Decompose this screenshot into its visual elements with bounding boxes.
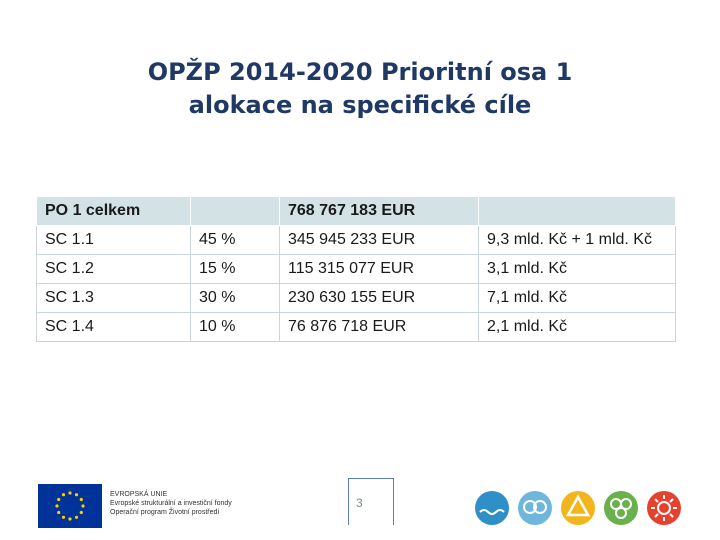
row-share: 15 % <box>190 254 280 284</box>
nature-icon <box>604 491 638 525</box>
eu-flag-logo <box>38 484 102 528</box>
title-line-1: OPŽP 2014-2020 Prioritní osa 1 <box>147 58 573 86</box>
row-czk: 9,3 mld. Kč + 1 mld. Kč <box>478 225 676 255</box>
page-number: 3 <box>356 496 363 510</box>
header-czk <box>478 196 676 226</box>
row-eur: 115 315 077 EUR <box>279 254 479 284</box>
opzp-priority-icons <box>475 491 681 525</box>
eu-text-line-2: Evropské strukturální a investiční fondy <box>110 500 232 507</box>
row-label: SC 1.3 <box>36 283 191 313</box>
row-eur: 345 945 233 EUR <box>279 225 479 255</box>
header-label: PO 1 celkem <box>36 196 191 226</box>
row-label: SC 1.1 <box>36 225 191 255</box>
slide-title: OPŽP 2014-2020 Prioritní osa 1 alokace n… <box>0 56 720 122</box>
row-czk: 2,1 mld. Kč <box>478 312 676 342</box>
allocation-table: PO 1 celkem 768 767 183 EUR SC 1.1 45 % … <box>36 196 676 342</box>
row-share: 45 % <box>190 225 280 255</box>
table-row: SC 1.3 30 % 230 630 155 EUR 7,1 mld. Kč <box>36 283 676 313</box>
title-line-2: alokace na specifické cíle <box>188 91 532 119</box>
row-eur: 230 630 155 EUR <box>279 283 479 313</box>
row-share: 30 % <box>190 283 280 313</box>
eu-text-line-3: Operační program Životní prostředí <box>110 509 220 516</box>
energy-icon <box>647 491 681 525</box>
page-number-frame <box>348 478 394 525</box>
header-eur: 768 767 183 EUR <box>279 196 479 226</box>
row-czk: 3,1 mld. Kč <box>478 254 676 284</box>
eu-logo-text: EVROPSKÁ UNIE Evropské strukturální a in… <box>110 490 232 517</box>
waste-icon <box>561 491 595 525</box>
eu-text-line-1: EVROPSKÁ UNIE <box>110 491 168 498</box>
row-czk: 7,1 mld. Kč <box>478 283 676 313</box>
header-share <box>190 196 280 226</box>
row-label: SC 1.2 <box>36 254 191 284</box>
table-header-row: PO 1 celkem 768 767 183 EUR <box>36 196 676 226</box>
water-icon <box>475 491 509 525</box>
table-row: SC 1.1 45 % 345 945 233 EUR 9,3 mld. Kč … <box>36 225 676 255</box>
row-share: 10 % <box>190 312 280 342</box>
table-row: SC 1.2 15 % 115 315 077 EUR 3,1 mld. Kč <box>36 254 676 284</box>
air-icon <box>518 491 552 525</box>
table-row: SC 1.4 10 % 76 876 718 EUR 2,1 mld. Kč <box>36 312 676 342</box>
row-eur: 76 876 718 EUR <box>279 312 479 342</box>
row-label: SC 1.4 <box>36 312 191 342</box>
